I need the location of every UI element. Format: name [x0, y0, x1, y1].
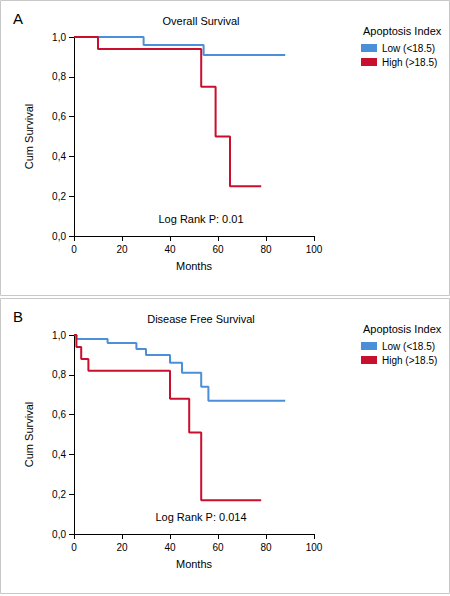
- svg-text:0,6: 0,6: [52, 111, 66, 122]
- svg-text:High (>18.5): High (>18.5): [382, 57, 437, 68]
- svg-text:Cum Survival: Cum Survival: [23, 104, 35, 169]
- svg-text:Overall Survival: Overall Survival: [162, 15, 239, 27]
- svg-text:0,6: 0,6: [52, 409, 66, 420]
- svg-text:100: 100: [306, 542, 323, 553]
- svg-text:40: 40: [164, 542, 176, 553]
- svg-text:0,8: 0,8: [52, 369, 66, 380]
- svg-text:80: 80: [260, 542, 272, 553]
- svg-text:0,0: 0,0: [52, 231, 66, 242]
- svg-text:Apoptosis Index: Apoptosis Index: [363, 323, 442, 335]
- svg-text:40: 40: [164, 244, 176, 255]
- svg-text:Log Rank P: 0.014: Log Rank P: 0.014: [155, 511, 246, 523]
- svg-text:20: 20: [116, 244, 128, 255]
- svg-text:0,0: 0,0: [52, 529, 66, 540]
- svg-text:20: 20: [116, 542, 128, 553]
- svg-text:Low (<18.5): Low (<18.5): [382, 43, 435, 54]
- svg-text:B: B: [13, 308, 23, 325]
- svg-text:Low (<18.5): Low (<18.5): [382, 341, 435, 352]
- svg-text:100: 100: [306, 244, 323, 255]
- svg-text:1,0: 1,0: [52, 32, 66, 43]
- svg-text:60: 60: [212, 542, 224, 553]
- svg-text:80: 80: [260, 244, 272, 255]
- svg-text:Cum Survival: Cum Survival: [23, 402, 35, 467]
- svg-text:Log Rank P: 0.01: Log Rank P: 0.01: [158, 213, 243, 225]
- svg-text:0: 0: [71, 542, 77, 553]
- svg-text:0,4: 0,4: [52, 151, 66, 162]
- svg-text:High (>18.5): High (>18.5): [382, 355, 437, 366]
- svg-text:Apoptosis Index: Apoptosis Index: [363, 25, 442, 37]
- svg-text:Disease Free Survival: Disease Free Survival: [147, 313, 255, 325]
- svg-text:0,2: 0,2: [52, 489, 66, 500]
- svg-text:0,2: 0,2: [52, 191, 66, 202]
- svg-text:0,4: 0,4: [52, 449, 66, 460]
- svg-text:0,8: 0,8: [52, 71, 66, 82]
- svg-text:A: A: [13, 10, 23, 27]
- svg-text:1,0: 1,0: [52, 330, 66, 341]
- svg-text:Months: Months: [176, 558, 213, 570]
- svg-text:60: 60: [212, 244, 224, 255]
- svg-text:Months: Months: [176, 260, 213, 272]
- svg-text:0: 0: [71, 244, 77, 255]
